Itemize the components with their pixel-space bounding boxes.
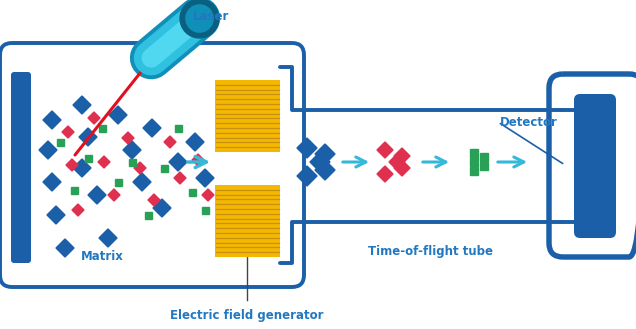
Polygon shape bbox=[394, 148, 410, 164]
Polygon shape bbox=[122, 132, 134, 144]
Bar bbox=[470, 149, 478, 157]
Polygon shape bbox=[72, 204, 84, 216]
Polygon shape bbox=[73, 159, 91, 177]
Polygon shape bbox=[62, 126, 74, 138]
Text: Detector: Detector bbox=[500, 115, 558, 129]
Bar bbox=[188, 189, 195, 195]
Bar bbox=[480, 153, 488, 161]
Polygon shape bbox=[153, 199, 171, 217]
Text: Laser: Laser bbox=[193, 10, 230, 22]
Polygon shape bbox=[394, 160, 410, 176]
Polygon shape bbox=[186, 133, 204, 151]
Polygon shape bbox=[73, 96, 91, 114]
Polygon shape bbox=[297, 166, 317, 186]
Polygon shape bbox=[123, 141, 141, 159]
Bar bbox=[202, 207, 209, 214]
Polygon shape bbox=[98, 156, 110, 168]
Bar bbox=[215, 80, 280, 152]
Polygon shape bbox=[79, 128, 97, 146]
Polygon shape bbox=[315, 160, 335, 180]
Bar bbox=[174, 124, 181, 132]
Polygon shape bbox=[88, 186, 106, 204]
Polygon shape bbox=[43, 111, 61, 129]
Polygon shape bbox=[315, 144, 335, 164]
Polygon shape bbox=[377, 166, 393, 182]
Polygon shape bbox=[66, 159, 78, 171]
FancyBboxPatch shape bbox=[11, 72, 31, 263]
Bar bbox=[160, 164, 167, 171]
Polygon shape bbox=[134, 162, 146, 174]
Polygon shape bbox=[169, 153, 187, 171]
Text: Time-of-flight tube: Time-of-flight tube bbox=[368, 245, 492, 259]
Polygon shape bbox=[192, 154, 204, 166]
Bar bbox=[480, 162, 488, 170]
Bar bbox=[85, 155, 92, 162]
Polygon shape bbox=[297, 138, 317, 158]
Polygon shape bbox=[196, 169, 214, 187]
Polygon shape bbox=[99, 229, 117, 247]
Bar bbox=[128, 159, 135, 165]
Text: Matrix: Matrix bbox=[81, 250, 123, 264]
Bar bbox=[99, 124, 106, 132]
Bar bbox=[470, 167, 478, 175]
Bar bbox=[57, 139, 64, 145]
Polygon shape bbox=[133, 173, 151, 191]
Bar bbox=[215, 185, 280, 257]
Text: Electric field generator: Electric field generator bbox=[170, 310, 324, 322]
Polygon shape bbox=[88, 112, 100, 124]
Polygon shape bbox=[47, 206, 65, 224]
FancyBboxPatch shape bbox=[574, 94, 616, 238]
Bar bbox=[71, 187, 78, 193]
Polygon shape bbox=[39, 141, 57, 159]
Polygon shape bbox=[377, 142, 393, 158]
Polygon shape bbox=[43, 173, 61, 191]
Polygon shape bbox=[202, 189, 214, 201]
Polygon shape bbox=[143, 119, 161, 137]
Bar bbox=[470, 158, 478, 166]
Polygon shape bbox=[56, 239, 74, 257]
Polygon shape bbox=[164, 136, 176, 148]
Polygon shape bbox=[148, 194, 160, 206]
Polygon shape bbox=[389, 154, 405, 170]
Bar bbox=[114, 179, 121, 186]
Bar bbox=[144, 212, 151, 218]
Polygon shape bbox=[108, 189, 120, 201]
Polygon shape bbox=[310, 152, 330, 172]
Polygon shape bbox=[174, 172, 186, 184]
Polygon shape bbox=[109, 106, 127, 124]
